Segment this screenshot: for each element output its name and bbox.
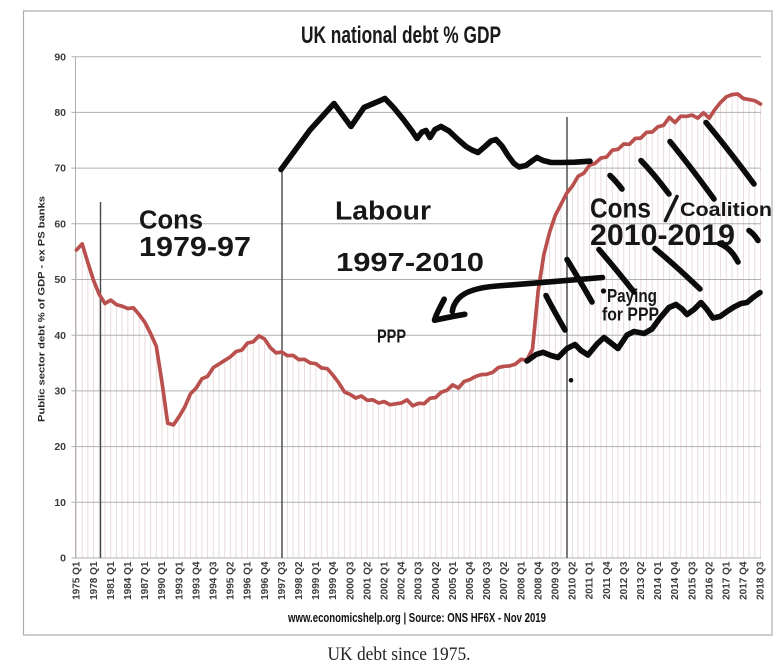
svg-text:2005 Q4: 2005 Q4 [465,561,476,600]
svg-text:UK national debt % GDP: UK national debt % GDP [301,22,501,49]
svg-text:1996 Q1: 1996 Q1 [243,561,254,600]
svg-text:1990 Q1: 1990 Q1 [157,561,168,600]
svg-text:1998 Q2: 1998 Q2 [294,561,305,600]
svg-text:2011 Q4: 2011 Q4 [602,561,613,599]
svg-text:2000 Q3: 2000 Q3 [345,561,356,600]
svg-text:90: 90 [54,51,66,63]
svg-text:2007 Q2: 2007 Q2 [499,561,510,600]
svg-text:1994 Q3: 1994 Q3 [209,561,220,600]
svg-text:2002 Q4: 2002 Q4 [397,561,408,600]
svg-text:2008 Q1: 2008 Q1 [516,561,527,600]
svg-text:2017 Q4: 2017 Q4 [739,561,750,600]
svg-text:Paying: Paying [607,286,657,306]
svg-text:2014 Q4: 2014 Q4 [670,561,681,600]
svg-text:Cons: Cons [139,207,203,235]
svg-text:1975 Q1: 1975 Q1 [72,561,83,600]
svg-text:UK debt since 1975.: UK debt since 1975. [328,644,471,665]
svg-text:2010-2019: 2010-2019 [590,219,735,252]
svg-text:1978 Q1: 1978 Q1 [89,561,100,600]
svg-text:Public sector debt % of GDP -: Public sector debt % of GDP - ex PS bank… [37,196,47,422]
svg-text:1996 Q4: 1996 Q4 [260,561,271,600]
svg-text:80: 80 [54,107,66,119]
svg-text:Coalition: Coalition [680,199,772,221]
svg-text:1984 Q1: 1984 Q1 [123,561,134,600]
svg-text:1997-2010: 1997-2010 [336,249,484,277]
svg-text:10: 10 [54,497,66,509]
svg-text:2014 Q1: 2014 Q1 [653,561,664,600]
svg-text:1999 Q1: 1999 Q1 [311,561,322,600]
svg-text:for PPP: for PPP [602,305,659,325]
svg-text:2001 Q2: 2001 Q2 [362,561,373,600]
svg-text:2004 Q2: 2004 Q2 [431,561,442,600]
svg-text:1993 Q4: 1993 Q4 [191,561,202,600]
svg-text:2008 Q4: 2008 Q4 [533,561,544,600]
svg-text:2006 Q3: 2006 Q3 [482,561,493,600]
svg-text:1979-97: 1979-97 [139,231,251,262]
svg-text:2018 Q3: 2018 Q3 [756,561,767,600]
svg-text:PPP: PPP [377,327,406,347]
svg-text:1993 Q1: 1993 Q1 [174,561,185,600]
svg-text:2002 Q1: 2002 Q1 [380,561,391,600]
svg-text:2016 Q2: 2016 Q2 [704,561,715,600]
svg-text:1981 Q1: 1981 Q1 [106,561,117,600]
svg-text:40: 40 [54,330,66,342]
svg-text:Labour: Labour [335,198,431,226]
svg-text:2013 Q2: 2013 Q2 [636,561,647,600]
svg-text:20: 20 [54,441,66,453]
svg-text:2010 Q2: 2010 Q2 [568,561,579,600]
svg-text:2003 Q3: 2003 Q3 [414,561,425,600]
svg-text:0: 0 [60,553,66,565]
svg-text:30: 30 [54,386,66,398]
svg-text:1987 Q1: 1987 Q1 [140,561,151,600]
svg-text:www.economicshelp.org | Source: www.economicshelp.org | Source: ONS HF6X… [287,611,546,625]
svg-text:2005 Q1: 2005 Q1 [448,561,459,600]
svg-text:2017 Q1: 2017 Q1 [722,561,733,600]
svg-text:2011 Q1: 2011 Q1 [585,561,596,599]
svg-text:1999 Q4: 1999 Q4 [328,561,339,600]
svg-text:2012 Q3: 2012 Q3 [619,561,630,600]
svg-text:2009 Q3: 2009 Q3 [551,561,562,600]
svg-text:1997 Q3: 1997 Q3 [277,561,288,600]
svg-text:60: 60 [54,218,66,230]
svg-text:Cons: Cons [590,193,651,224]
svg-text:1995 Q2: 1995 Q2 [226,561,237,600]
svg-text:50: 50 [54,274,66,286]
svg-text:70: 70 [54,163,66,175]
svg-text:2015 Q3: 2015 Q3 [687,561,698,600]
